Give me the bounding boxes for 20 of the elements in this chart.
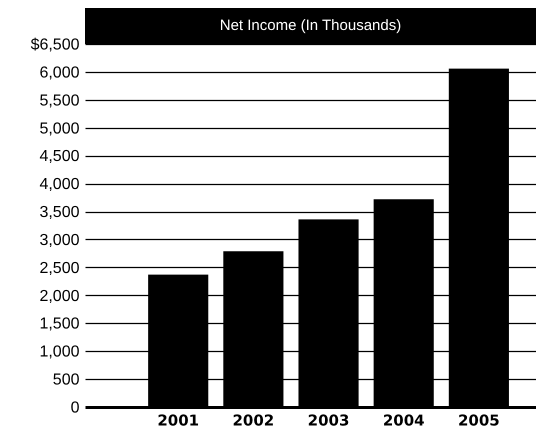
x-tick-label: 2004 xyxy=(382,412,425,430)
y-tick-label: 0 xyxy=(70,400,80,416)
y-tick-label: 500 xyxy=(52,372,80,389)
x-tick-label: 2001 xyxy=(157,412,200,430)
y-tick-label: 5,500 xyxy=(39,92,80,110)
y-tick-label: 3,000 xyxy=(39,232,80,249)
y-tick-label: 2,500 xyxy=(39,260,80,277)
y-tick-label: $6,500 xyxy=(30,36,80,54)
y-tick-label: 4,000 xyxy=(39,176,80,194)
chart-title: Net Income (In Thousands) xyxy=(85,8,536,44)
y-tick-label: 1,500 xyxy=(39,316,80,333)
x-tick-label: 2002 xyxy=(232,412,274,430)
y-tick-label: 3,500 xyxy=(39,204,80,222)
y-tick-label: 4,500 xyxy=(39,148,80,166)
y-tick-label: 5,000 xyxy=(39,120,80,138)
x-tick-label: 2005 xyxy=(458,412,500,430)
y-tick-label: 6,000 xyxy=(39,64,80,82)
y-tick-label: 2,000 xyxy=(39,288,80,305)
y-tick-label: 1,000 xyxy=(39,344,80,361)
x-tick-label: 2003 xyxy=(308,412,350,430)
